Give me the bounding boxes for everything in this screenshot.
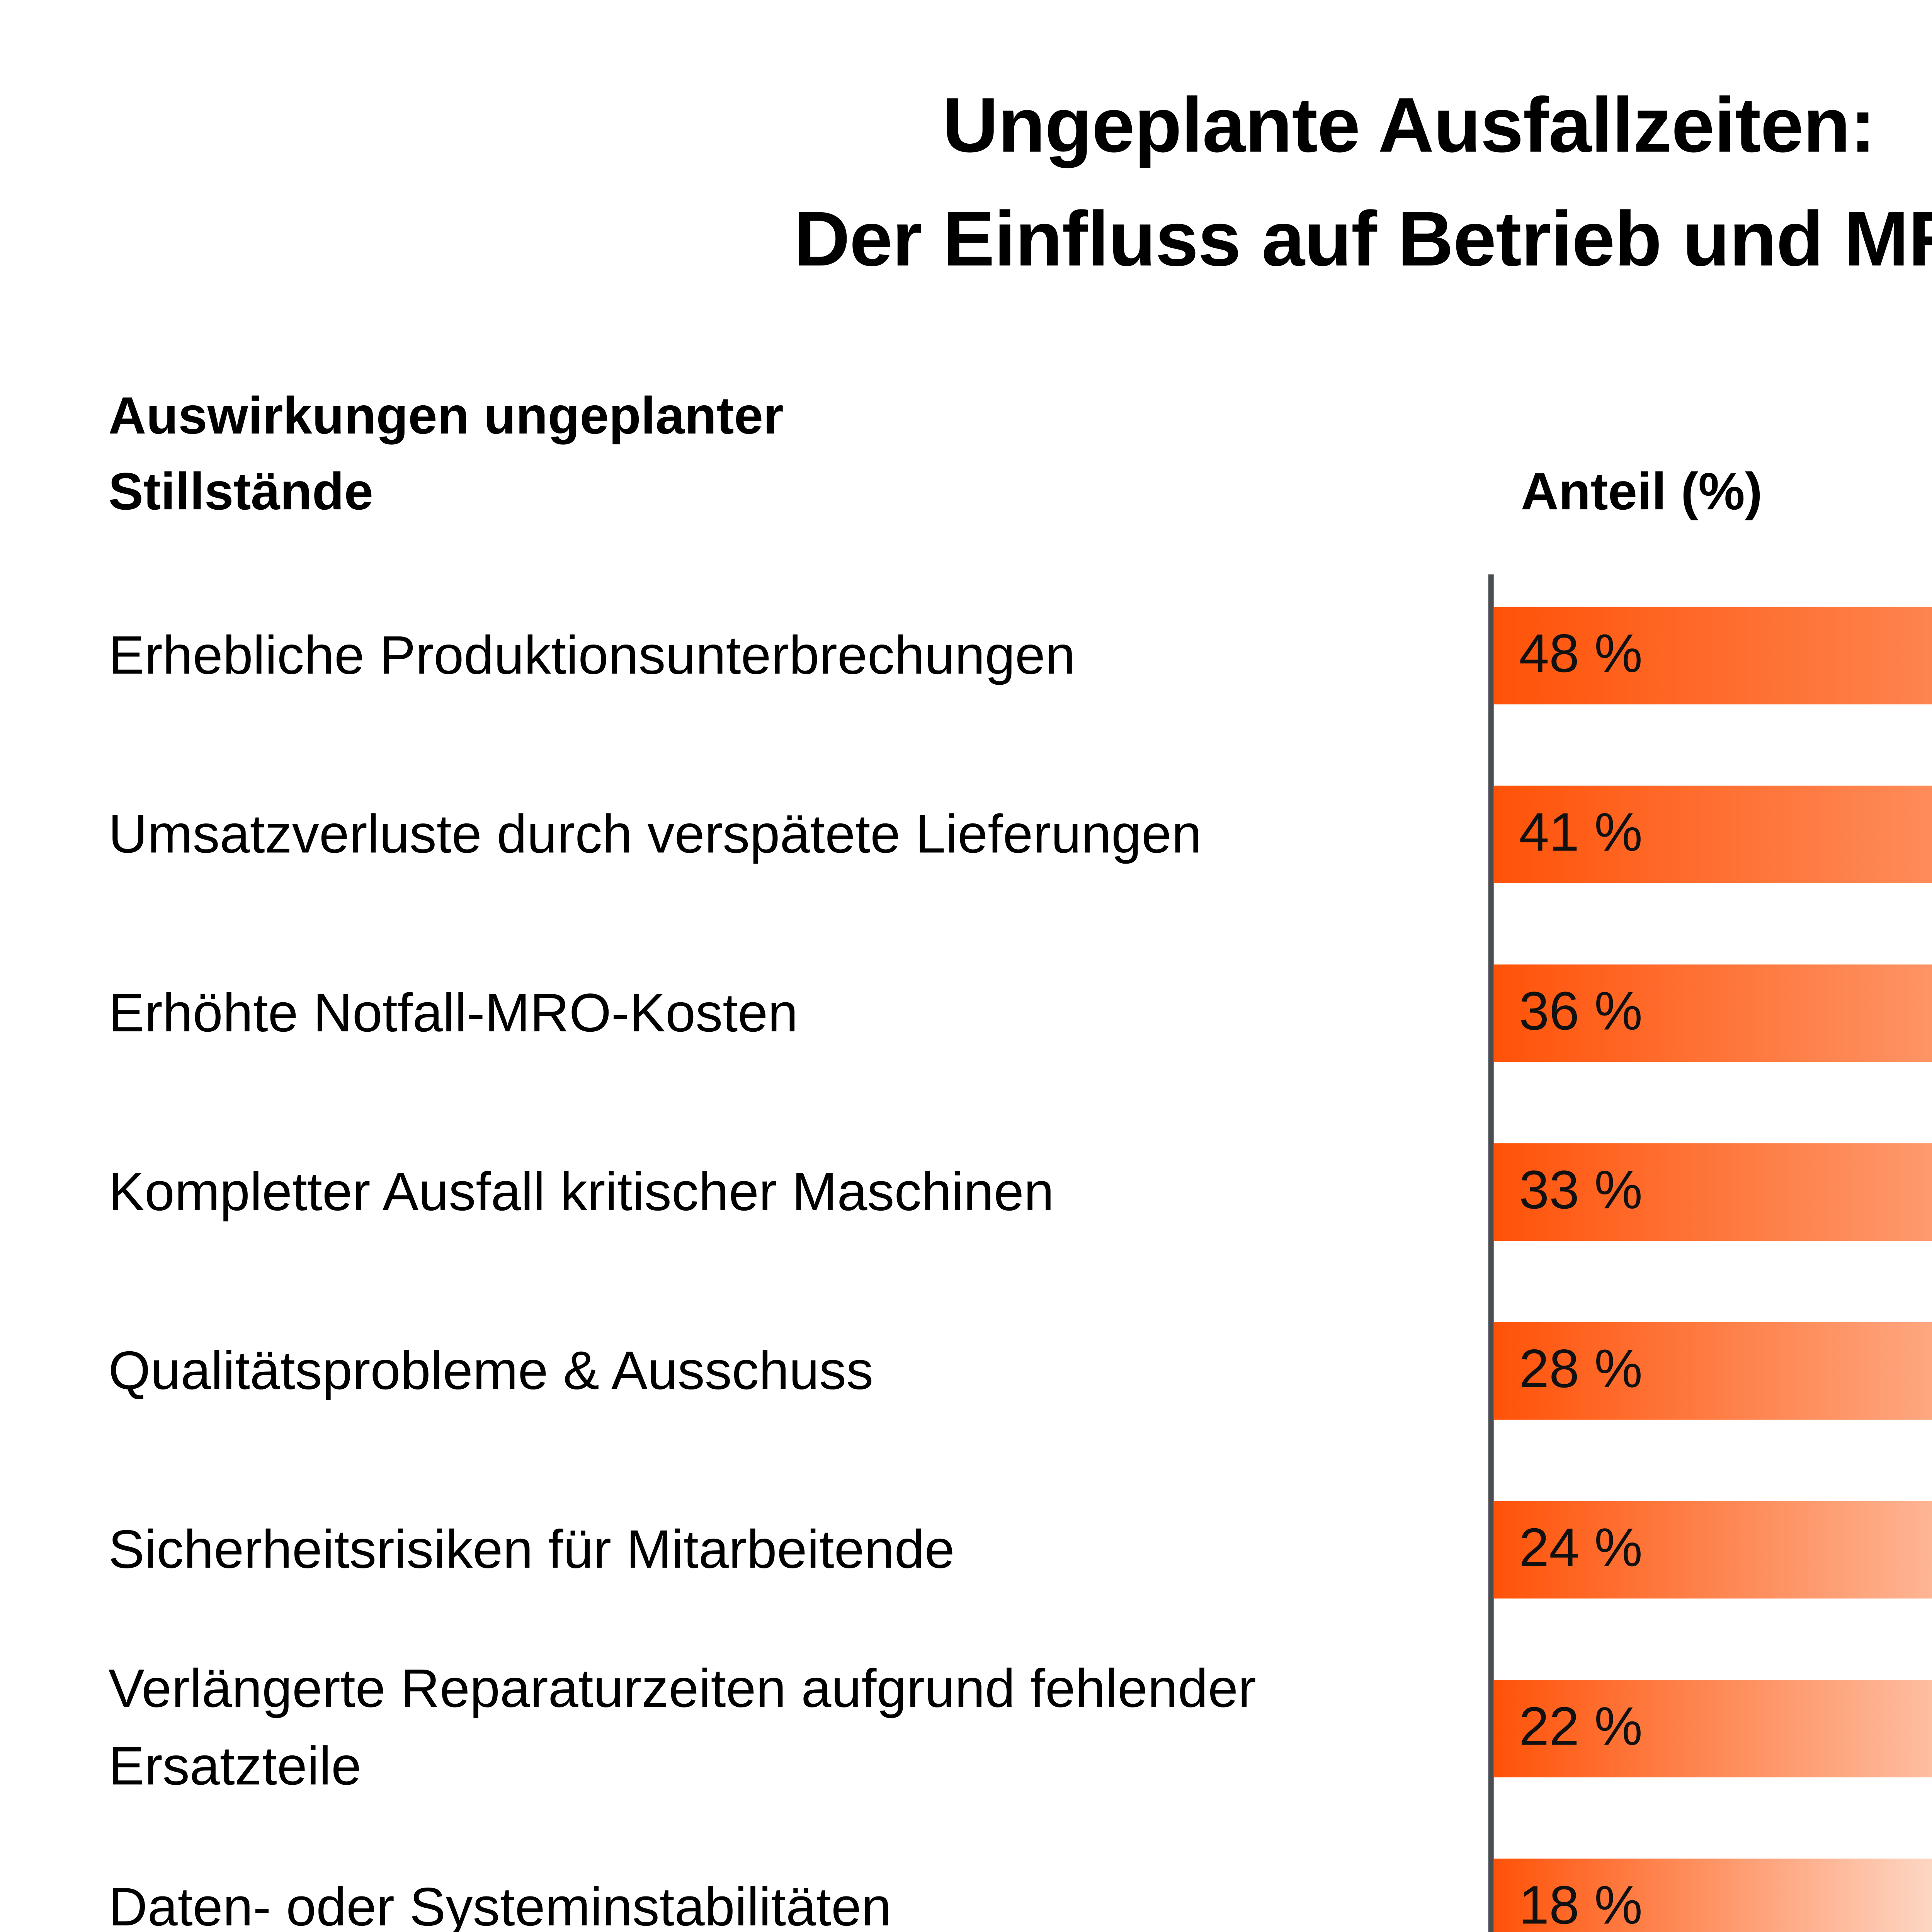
category-label: Qualitätsprobleme & Ausschuss — [108, 1341, 874, 1401]
category-label: Daten- oder Systeminstabilitäten — [108, 1878, 892, 1932]
bar-value-label: 41 % — [1519, 804, 1643, 864]
bar: 36 % — [1493, 964, 1932, 1062]
value-column-header: Anteil (%) — [1520, 464, 1762, 522]
chart-title-line-2: Der Einfluss auf Betrieb und MRO — [794, 197, 1932, 284]
bar: 28 % — [1493, 1322, 1932, 1420]
y-axis-line — [1488, 574, 1494, 1932]
bar-value-label: 33 % — [1519, 1161, 1643, 1221]
category-label: Verlängerte Reparaturzeiten aufgrund feh… — [108, 1660, 1256, 1798]
bar-value-label: 36 % — [1519, 982, 1643, 1043]
bar-value-label: 18 % — [1519, 1876, 1643, 1932]
bar-value-label: 48 % — [1519, 625, 1643, 685]
category-column-header: Auswirkungen ungeplanter Stillstände — [108, 388, 784, 522]
bar: 22 % — [1493, 1680, 1932, 1777]
category-label: Umsatzverluste durch verspätete Lieferun… — [108, 804, 1202, 864]
bar: 41 % — [1493, 786, 1932, 883]
category-label: Kompletter Ausfall kritischer Maschinen — [108, 1162, 1054, 1222]
category-label: Erhebliche Produktionsunterbrechungen — [108, 626, 1075, 685]
bar: 18 % — [1493, 1858, 1932, 1932]
category-label: Erhöhte Notfall-MRO-Kosten — [108, 983, 798, 1043]
bar-value-label: 24 % — [1519, 1519, 1643, 1579]
bar: 33 % — [1493, 1143, 1932, 1241]
bar-value-label: 28 % — [1519, 1340, 1643, 1400]
bar: 48 % — [1493, 607, 1932, 705]
category-label: Sicherheitsrisiken für Mitarbeitende — [108, 1520, 955, 1580]
bar: 24 % — [1493, 1501, 1932, 1599]
chart-title-line-1: Ungeplante Ausfallzeiten: — [942, 83, 1876, 170]
bar-value-label: 22 % — [1519, 1697, 1643, 1758]
